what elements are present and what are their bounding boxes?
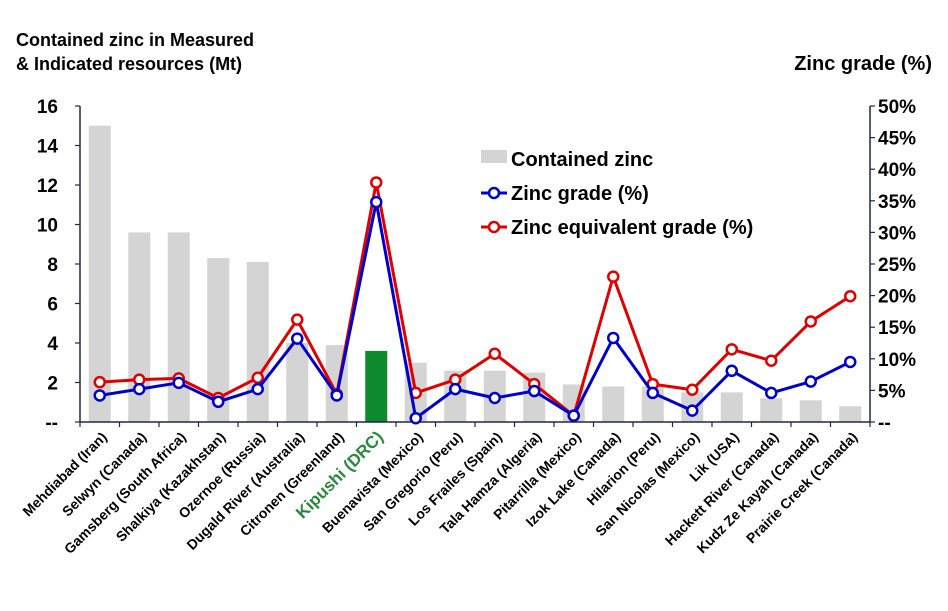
zinc-eq-grade-point-7 (370, 176, 383, 189)
legend-marker-zinc-eq-grade (487, 220, 501, 234)
zinc-grade-point-0 (93, 389, 106, 402)
zinc-grade-point-5 (291, 332, 304, 345)
zinc-grade-point-16 (725, 364, 738, 378)
left-tick-label: 4 (47, 334, 58, 355)
right-tick-label: 45% (878, 129, 916, 150)
zinc-grade-point-19 (844, 355, 857, 369)
right-tick-label: -- (878, 413, 891, 434)
bar-18 (799, 400, 822, 422)
zinc-eq-grade-point-13 (607, 270, 620, 283)
zinc-grade-point-2 (172, 376, 185, 390)
right-tick-label: 50% (878, 97, 916, 118)
zinc-grade-point-18 (804, 375, 817, 388)
zinc-grade-point-8 (409, 411, 422, 425)
zinc-eq-grade-point-10 (488, 347, 501, 360)
right-tick-label: 25% (878, 255, 916, 276)
bar-3 (207, 258, 230, 422)
left-tick-label: 10 (37, 216, 58, 237)
right-tick-label: 5% (878, 381, 906, 402)
right-tick-label: 15% (878, 318, 916, 339)
left-axis-title-line-2: & Indicated resources (Mt) (16, 54, 242, 74)
legend: Contained zinc Zinc grade (%) Zinc equiv… (481, 149, 753, 239)
bar-5 (286, 343, 309, 422)
bar-19 (839, 406, 862, 422)
zinc-eq-grade-point-17 (765, 354, 778, 367)
legend-marker-zinc-grade (487, 186, 501, 200)
zinc-grade-point-7 (370, 195, 383, 209)
zinc-grade-point-17 (765, 386, 778, 400)
zinc-grade-point-12 (567, 409, 580, 422)
bar-13 (602, 386, 625, 422)
zinc-eq-grade-point-5 (291, 313, 304, 326)
bar-4 (246, 262, 269, 422)
bar-16 (720, 392, 743, 422)
zinc-grade-point-9 (449, 382, 462, 396)
zinc-grade-point-13 (607, 331, 620, 345)
bar-17 (760, 398, 783, 422)
zinc-eq-grade-point-19 (844, 289, 857, 303)
left-tick-label: -- (45, 413, 58, 434)
zinc-grade-point-15 (686, 404, 699, 417)
zinc-grade-point-3 (212, 395, 225, 409)
legend-swatch-contained-zinc (481, 150, 507, 163)
legend-label-zinc-eq-grade: Zinc equivalent grade (%) (511, 217, 753, 239)
zinc-grade-point-6 (330, 389, 343, 402)
zinc-eq-grade-point-4 (251, 371, 264, 385)
bar-7 (365, 350, 388, 422)
zinc-grade-point-11 (528, 384, 541, 398)
right-tick-label: 40% (878, 160, 916, 181)
left-tick-label: 6 (47, 295, 58, 316)
zinc-grade-point-14 (646, 386, 659, 400)
right-tick-label: 35% (878, 192, 916, 213)
zinc-grade-point-4 (251, 382, 264, 396)
bar-9 (444, 370, 467, 422)
zinc-eq-grade-point-0 (93, 375, 106, 389)
bar-1 (128, 232, 151, 422)
left-tick-label: 14 (37, 137, 59, 158)
legend-label-contained-zinc: Contained zinc (511, 149, 653, 171)
bar-0 (88, 125, 111, 422)
left-axis-title-line-1: Contained zinc in Measured (16, 30, 254, 50)
left-tick-label: 2 (47, 374, 58, 395)
right-tick-label: 10% (878, 350, 916, 371)
left-tick-label: 8 (47, 255, 58, 276)
left-tick-label: 16 (37, 97, 58, 118)
zinc-eq-grade-point-18 (804, 315, 817, 328)
right-tick-label: 30% (878, 223, 916, 244)
zinc-grade-point-10 (488, 391, 501, 405)
zinc-grade-line (99, 200, 851, 420)
zinc-eq-grade-point-16 (725, 343, 738, 356)
zinc-grade-point-1 (133, 382, 146, 396)
legend-label-zinc-grade: Zinc grade (%) (511, 183, 649, 205)
left-tick-label: 12 (37, 176, 58, 197)
right-tick-label: 20% (878, 287, 916, 308)
bar-2 (167, 232, 190, 422)
zinc-eq-grade-point-15 (686, 383, 699, 397)
right-axis-title: Zinc grade (%) (794, 53, 932, 75)
zinc-eq-grade-line (99, 180, 852, 418)
